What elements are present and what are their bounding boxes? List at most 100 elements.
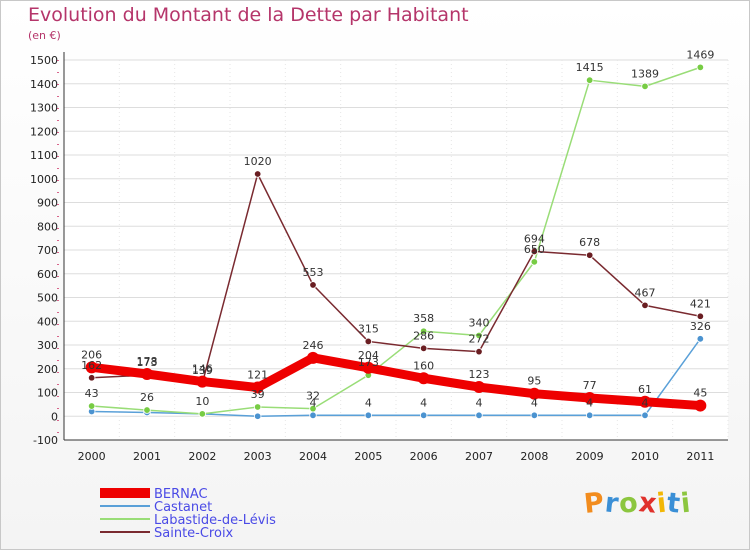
data-point (253, 403, 262, 411)
data-point (141, 367, 153, 380)
data-label: 1389 (631, 67, 659, 80)
data-point (694, 399, 707, 412)
data-label: 4 (531, 396, 538, 409)
data-point (417, 372, 430, 385)
data-point (85, 361, 98, 374)
data-label: 421 (690, 297, 711, 310)
y-tick-label: 800 (37, 220, 58, 233)
data-point (253, 170, 262, 178)
data-point (309, 411, 317, 419)
data-label: 272 (469, 333, 490, 346)
data-label: 123 (469, 368, 490, 381)
data-point (641, 301, 649, 310)
data-label: 286 (413, 329, 434, 342)
data-label: 4 (476, 396, 483, 409)
data-label: 4 (642, 396, 649, 409)
data-label: 61 (638, 383, 652, 396)
data-point (364, 337, 373, 346)
data-label: 121 (247, 369, 268, 382)
data-label: 1469 (686, 48, 714, 61)
data-label: 340 (469, 317, 490, 330)
data-point (473, 381, 485, 394)
data-point (475, 411, 483, 419)
data-label: 4 (310, 396, 317, 409)
x-tick-label: 2004 (299, 450, 327, 463)
x-tick-label: 2001 (133, 450, 161, 463)
data-point (87, 374, 96, 382)
x-tick-label: 2007 (465, 450, 493, 463)
data-point (530, 411, 539, 419)
y-tick-label: 1300 (30, 102, 58, 115)
legend-label: BERNAC (154, 487, 208, 502)
logo-letter: i (679, 487, 694, 520)
data-label: 678 (579, 236, 600, 249)
x-tick-label: 2011 (686, 450, 714, 463)
data-point (309, 404, 317, 413)
x-tick-label: 2009 (576, 450, 604, 463)
data-label: 315 (358, 322, 379, 335)
data-label: 146 (192, 363, 213, 376)
data-point (307, 351, 319, 364)
data-point (309, 281, 317, 289)
data-point (641, 411, 649, 419)
y-tick-label: 1400 (30, 78, 58, 91)
data-point (585, 251, 594, 259)
x-tick-label: 2000 (78, 450, 106, 463)
data-label: 32 (306, 390, 320, 403)
data-label: 1415 (576, 61, 604, 74)
x-tick-label: 2010 (631, 450, 659, 463)
y-tick-label: 1000 (30, 173, 58, 186)
legend-label: Sainte-Croix (154, 526, 234, 541)
series-line-2 (90, 66, 702, 415)
y-tick-label: 0 (51, 410, 58, 423)
data-label: 173 (137, 356, 158, 369)
data-point (364, 411, 373, 419)
y-tick-label: 400 (37, 315, 58, 328)
chart-unit-label: (en €) (28, 29, 61, 42)
data-point (143, 406, 151, 414)
series-line-0 (87, 353, 705, 411)
data-label: 95 (527, 375, 541, 388)
data-label: 4 (586, 396, 593, 409)
data-label: 206 (81, 348, 102, 361)
y-tick-label: 700 (37, 244, 58, 257)
x-tick-label: 2005 (354, 450, 382, 463)
data-point (639, 395, 651, 408)
data-label: 246 (303, 339, 324, 352)
data-point (696, 63, 705, 72)
data-point (585, 411, 594, 419)
data-label: 358 (413, 312, 434, 325)
data-point (475, 347, 483, 356)
y-tick-label: 500 (37, 292, 58, 305)
y-tick-label: 1500 (30, 54, 58, 67)
legend-swatch (100, 488, 150, 498)
legend-label: Labastide-de-Lévis (154, 513, 276, 528)
chart-title: Evolution du Montant de la Dette par Hab… (28, 4, 469, 26)
data-point (419, 327, 428, 335)
data-point (198, 410, 207, 418)
x-tick-label: 2003 (244, 450, 272, 463)
data-label: 650 (524, 243, 545, 256)
data-label: 178 (137, 355, 158, 368)
x-tick-label: 2006 (410, 450, 438, 463)
data-label: 162 (81, 359, 102, 372)
proxiti-logo: Proxiti (582, 487, 694, 520)
data-label: 4 (365, 396, 372, 409)
data-point (528, 387, 541, 400)
data-label: 43 (85, 387, 99, 400)
data-label: 139 (192, 364, 213, 377)
data-label: 26 (140, 391, 154, 404)
y-tick-label: 100 (37, 387, 58, 400)
data-label: 4 (420, 396, 427, 409)
y-tick-label: 900 (37, 197, 58, 210)
data-label: 467 (635, 286, 656, 299)
data-point (530, 258, 539, 266)
data-point (583, 391, 596, 404)
data-label: 694 (524, 232, 545, 245)
data-point (419, 344, 428, 353)
y-tick-label: 300 (37, 339, 58, 352)
data-point (585, 76, 594, 84)
data-label: 39 (251, 388, 265, 401)
y-tick-label: 1200 (30, 125, 58, 138)
